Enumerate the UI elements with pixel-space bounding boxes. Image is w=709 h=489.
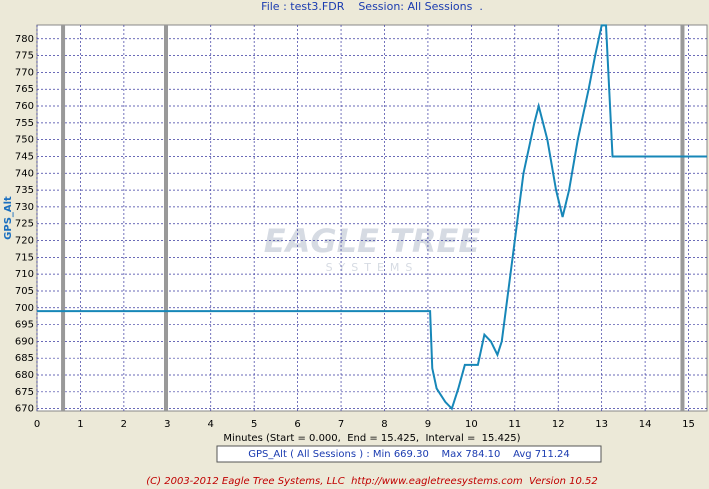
watermark: EAGLE TREE <box>264 222 481 260</box>
y-tick-label: 670 <box>15 404 34 415</box>
x-tick-label: 3 <box>164 419 170 430</box>
x-tick-label: 0 <box>34 419 40 430</box>
x-tick-label: 1 <box>77 419 83 430</box>
footer: (C) 2003-2012 Eagle Tree Systems, LLC ht… <box>146 476 597 487</box>
x-tick-label: 4 <box>208 419 214 430</box>
line <box>37 24 707 411</box>
y-tick-label: 735 <box>15 185 34 196</box>
y-tick-label: 760 <box>15 101 34 112</box>
y-tick-label: 680 <box>15 370 34 381</box>
y-tick-label: 770 <box>15 67 34 78</box>
x-axis-label: Minutes (Start = 0.000, End = 15.425, In… <box>223 433 520 444</box>
y-tick-label: 745 <box>15 151 34 162</box>
stats-box <box>216 445 602 463</box>
y-tick-label: 685 <box>15 353 34 364</box>
x-tick-label: 11 <box>508 419 521 430</box>
y-tick-label: 755 <box>15 118 34 129</box>
y-tick-label: 700 <box>15 303 34 314</box>
y-tick-label: 765 <box>15 84 34 95</box>
x-tick-label: 8 <box>381 419 387 430</box>
x-tick-label: 6 <box>294 419 300 430</box>
stats: GPS_Alt ( All Sessions ) : Min 669.30 Ma… <box>248 449 570 460</box>
y-tick-label: 775 <box>15 51 34 62</box>
y-tick-label: 780 <box>15 34 34 45</box>
x-tick-label: 15 <box>682 419 695 430</box>
x-tick-label: 14 <box>639 419 652 430</box>
y-tick-label: 740 <box>15 168 34 179</box>
y-tick-label: 705 <box>15 286 34 297</box>
x-tick-label: 2 <box>121 419 127 430</box>
x-tick-label: 7 <box>338 419 344 430</box>
x-tick-label: 5 <box>251 419 257 430</box>
y-tick-label: 690 <box>15 336 34 347</box>
y-tick-label: 695 <box>15 320 34 331</box>
y-tick-label: 725 <box>15 219 34 230</box>
chart-title: File : test3.FDR Session: All Sessions . <box>261 0 483 13</box>
x-tick-label: 9 <box>425 419 431 430</box>
watermark: SYSTEMS <box>326 261 419 274</box>
y-tick-label: 710 <box>15 269 34 280</box>
y-tick-label: 675 <box>15 387 34 398</box>
x-tick-label: 12 <box>552 419 565 430</box>
x-tick-label: 13 <box>595 419 608 430</box>
y-tick-label: 720 <box>15 236 34 247</box>
y-tick-label: 730 <box>15 202 34 213</box>
y-tick-label: 715 <box>15 252 34 263</box>
x-tick-label: 10 <box>465 419 478 430</box>
y-tick-label: 750 <box>15 135 34 146</box>
plot-area <box>36 24 708 412</box>
y-axis-label: GPS_Alt <box>3 196 14 240</box>
